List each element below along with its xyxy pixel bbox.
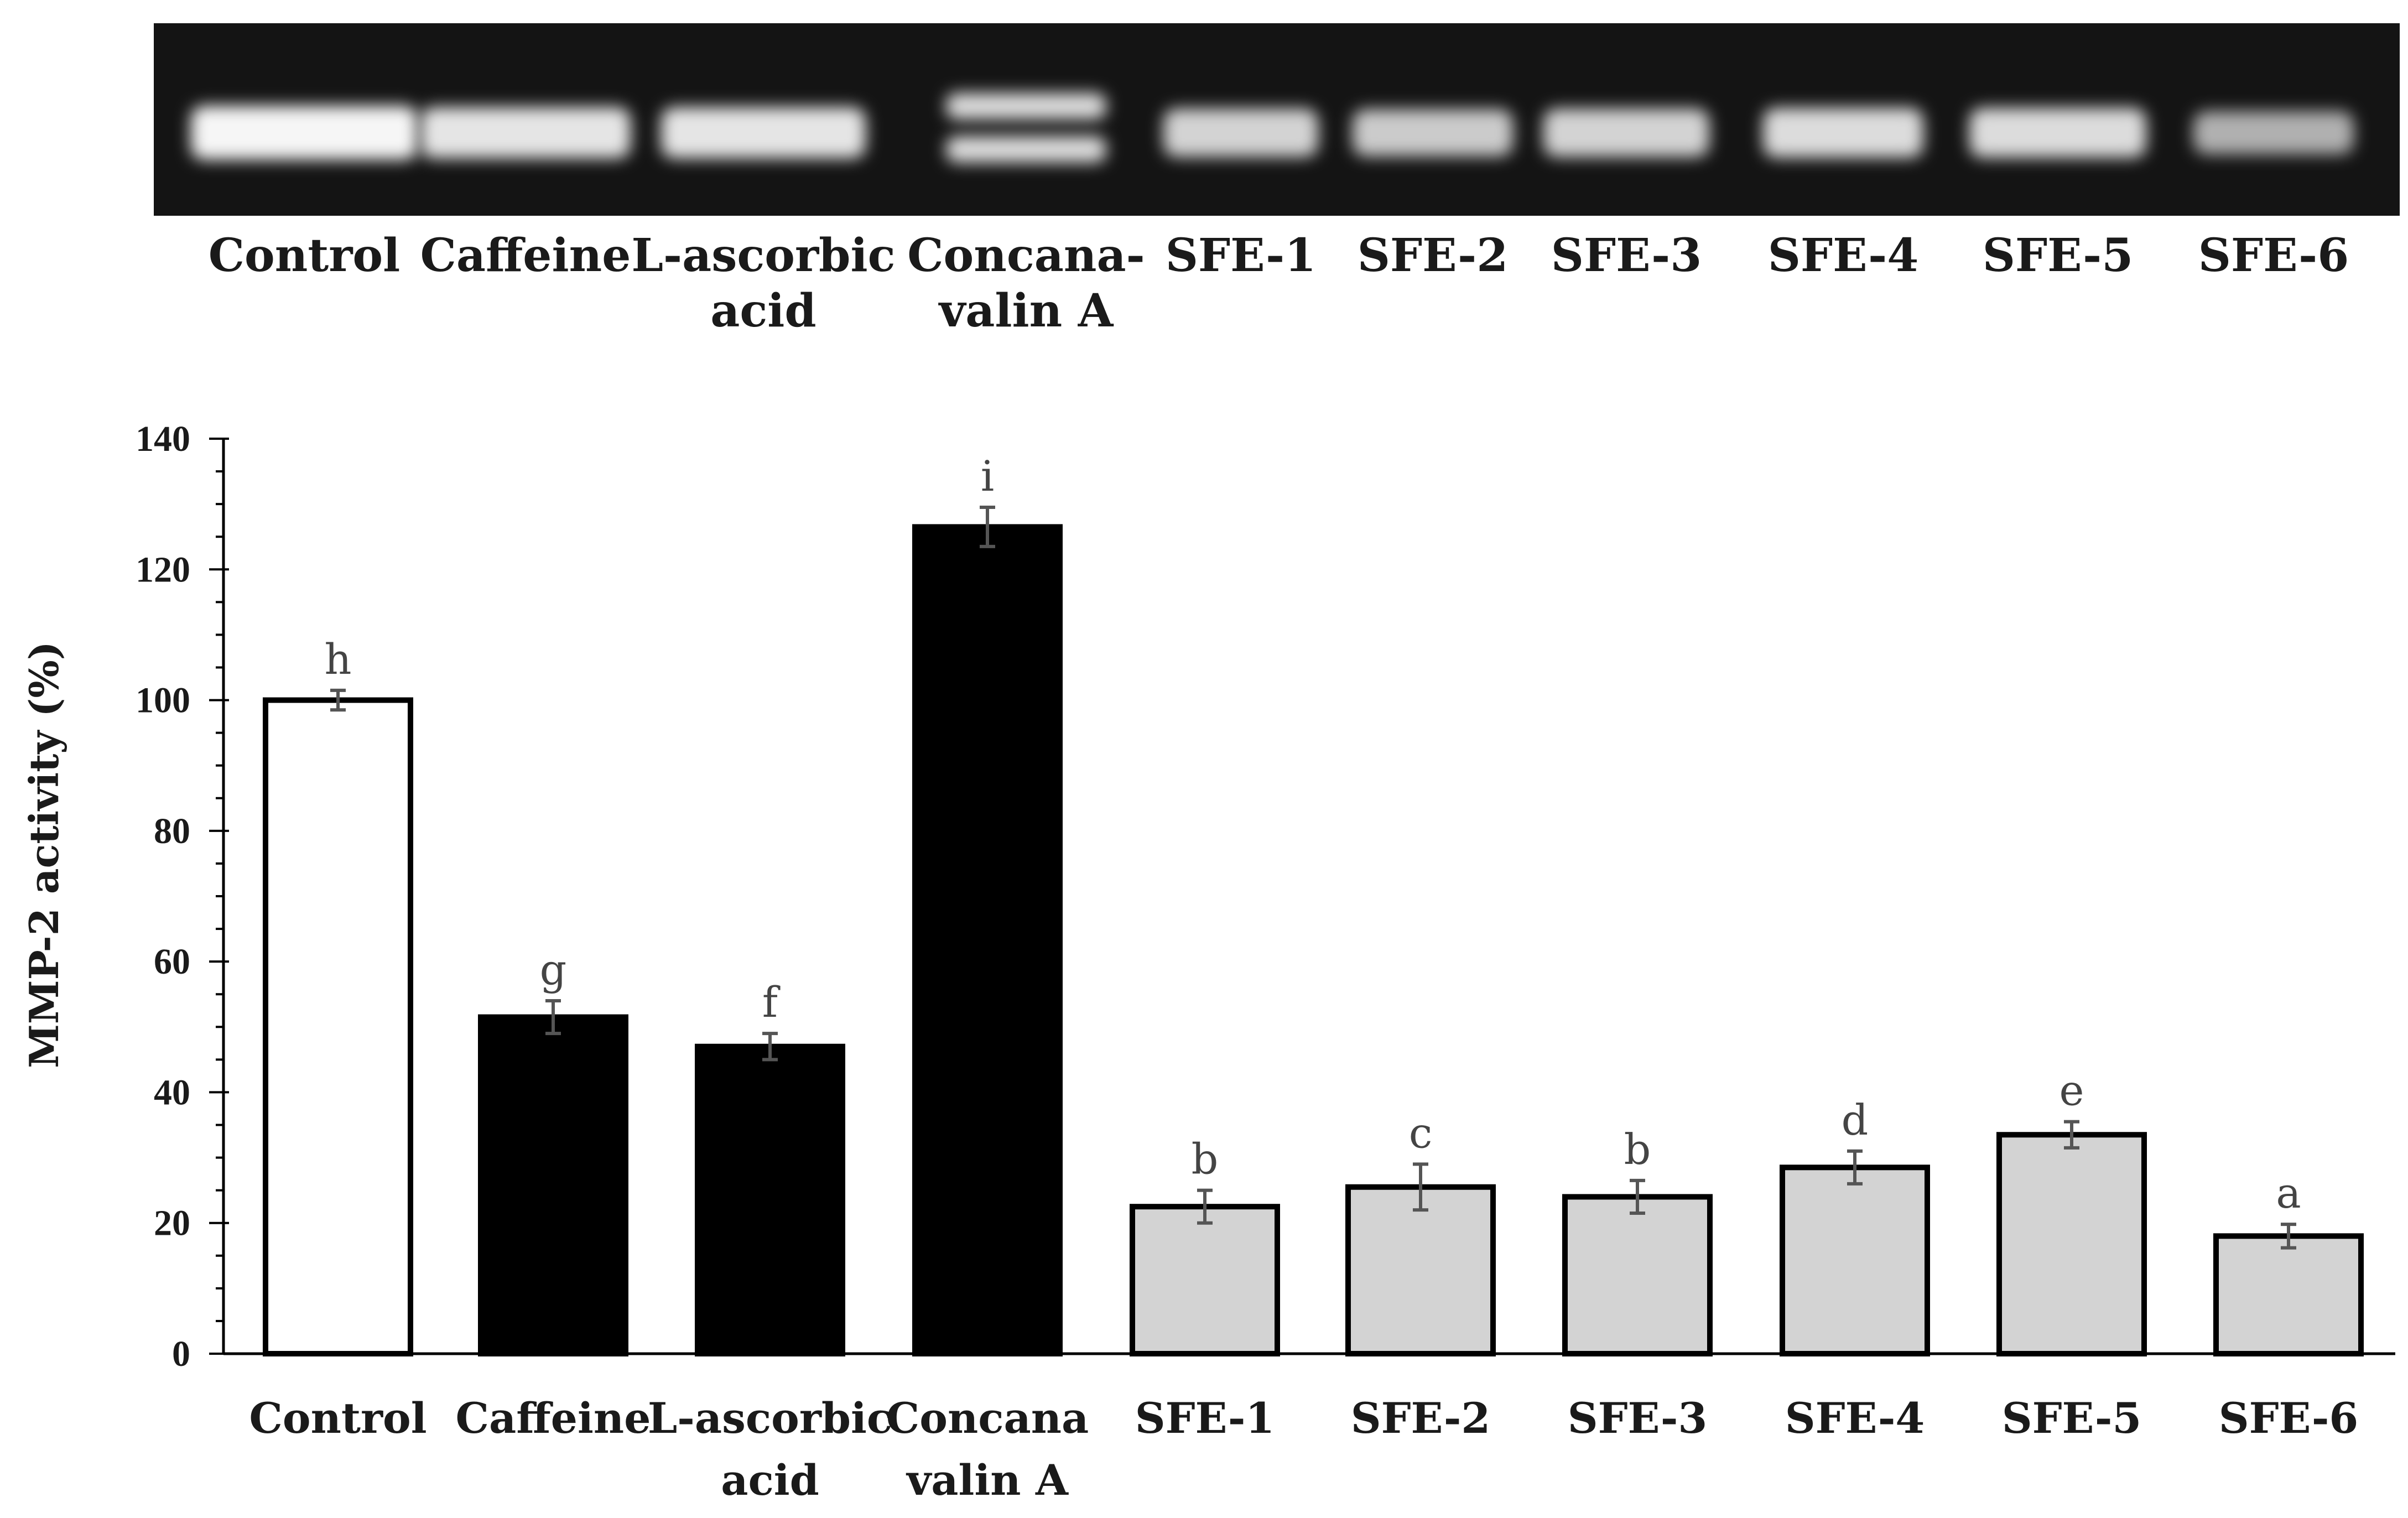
y-tick-label: 40 xyxy=(154,1072,190,1112)
x-category-label: SFE-6 xyxy=(2219,1394,2359,1443)
y-axis-title: MMP-2 activity (%) xyxy=(20,641,67,1068)
bar xyxy=(2213,1233,2364,1356)
gel-lane-label: SFE-3 xyxy=(1551,229,1702,282)
gel-lane-label: L-ascorbic xyxy=(631,229,895,282)
gel-band xyxy=(661,107,866,159)
bar-chart: 0 20 40 60 80 100 120 140 MMP-2 activity (%) h g… xyxy=(20,419,2395,1505)
bar xyxy=(1996,1132,2147,1356)
x-category-label: SFE-3 xyxy=(1568,1394,1708,1443)
y-tick-label: 0 xyxy=(172,1334,190,1374)
bar xyxy=(263,697,413,1356)
gel-lane-label: valin A xyxy=(938,284,1114,337)
significance-letter: b xyxy=(1192,1135,1219,1184)
gel-band xyxy=(1969,108,2146,158)
significance-letter: i xyxy=(981,451,994,501)
significance-letter: d xyxy=(1842,1095,1869,1145)
x-category-label: SFE-5 xyxy=(2002,1394,2142,1443)
gel-lane-label: acid xyxy=(710,284,816,337)
bar xyxy=(1780,1165,1930,1357)
gel-lane-label: Caffeine xyxy=(420,229,631,282)
gel-lane-label: SFE-4 xyxy=(1768,229,1919,282)
gel-band xyxy=(420,107,631,159)
bar xyxy=(1562,1194,1713,1356)
significance-letter: g xyxy=(540,945,567,994)
significance-letter: h xyxy=(325,635,352,684)
gel-lane-label: SFE-1 xyxy=(1166,229,1317,282)
gel-band xyxy=(946,136,1106,163)
gel-band xyxy=(191,106,418,160)
significance-letter: b xyxy=(1624,1125,1651,1174)
gel-lane-label: SFE-6 xyxy=(2198,229,2349,282)
y-tick-label: 80 xyxy=(154,811,190,851)
y-tick-label: 60 xyxy=(154,942,190,982)
bar xyxy=(695,1043,845,1356)
x-category-label: valin A xyxy=(906,1455,1069,1505)
bar xyxy=(1130,1204,1280,1356)
significance-letter: f xyxy=(762,978,781,1027)
gel-band xyxy=(1543,108,1709,157)
y-tick-label: 20 xyxy=(154,1203,190,1244)
y-axis: 0 20 40 60 80 100 120 140 xyxy=(136,419,229,1374)
y-tick-label: 100 xyxy=(136,680,190,721)
x-category-label: SFE-1 xyxy=(1135,1394,1275,1443)
gel-lane-label: Control xyxy=(209,229,401,282)
bar xyxy=(1345,1184,1496,1356)
x-category-label: SFE-2 xyxy=(1351,1394,1491,1443)
gel-lane-label: Concana- xyxy=(907,229,1145,282)
gel-band xyxy=(1353,109,1513,157)
gel-lane-label: SFE-2 xyxy=(1358,229,1509,282)
bar xyxy=(912,524,1063,1357)
y-tick-label: 140 xyxy=(136,419,190,459)
x-category-label: L-ascorbic xyxy=(648,1394,892,1443)
bars: h g f i b c b d e a xyxy=(263,451,2364,1357)
gel-lane-label: SFE-5 xyxy=(1983,229,2134,282)
x-category-label: SFE-4 xyxy=(1785,1394,1925,1443)
gel-band xyxy=(2193,111,2354,154)
bar xyxy=(478,1014,628,1357)
gel-band xyxy=(1763,108,1923,158)
y-tick-label: 120 xyxy=(136,549,190,590)
significance-letter: a xyxy=(2276,1168,2301,1218)
gel-band xyxy=(1163,108,1318,157)
x-category-label: Caffeine xyxy=(456,1394,651,1443)
gel-image xyxy=(154,23,2400,216)
significance-letter: e xyxy=(2059,1066,2084,1115)
x-category-label: Control xyxy=(249,1394,427,1443)
x-category-label: Concana xyxy=(886,1394,1089,1443)
gel-band xyxy=(946,93,1106,119)
x-category-label: acid xyxy=(721,1455,819,1505)
significance-letter: c xyxy=(1409,1108,1433,1157)
